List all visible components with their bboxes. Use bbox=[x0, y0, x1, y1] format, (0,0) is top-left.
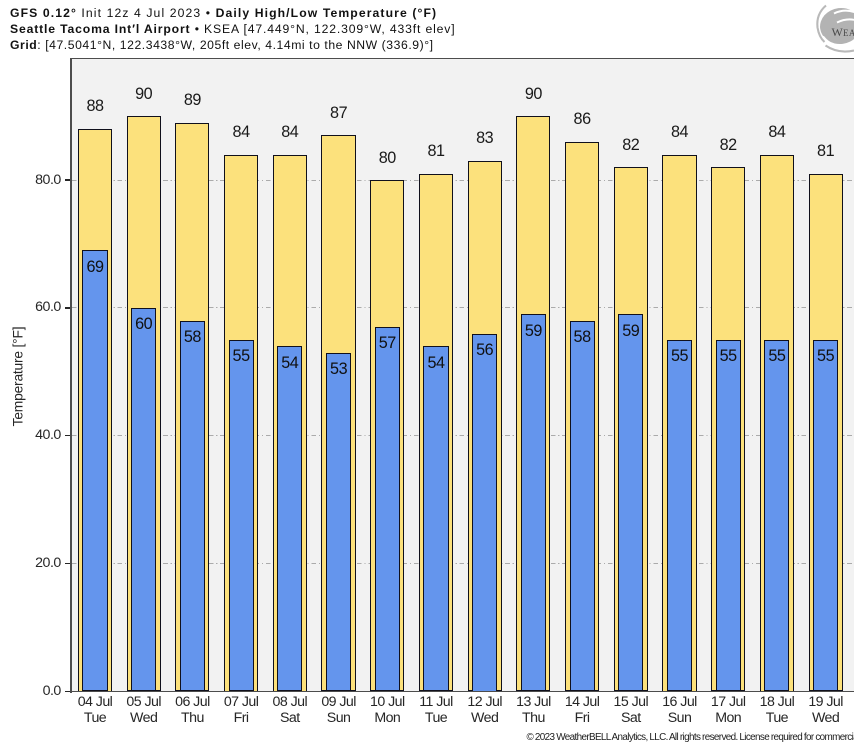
svg-text:W: W bbox=[832, 25, 844, 39]
svg-text:EAT: EAT bbox=[843, 28, 854, 38]
